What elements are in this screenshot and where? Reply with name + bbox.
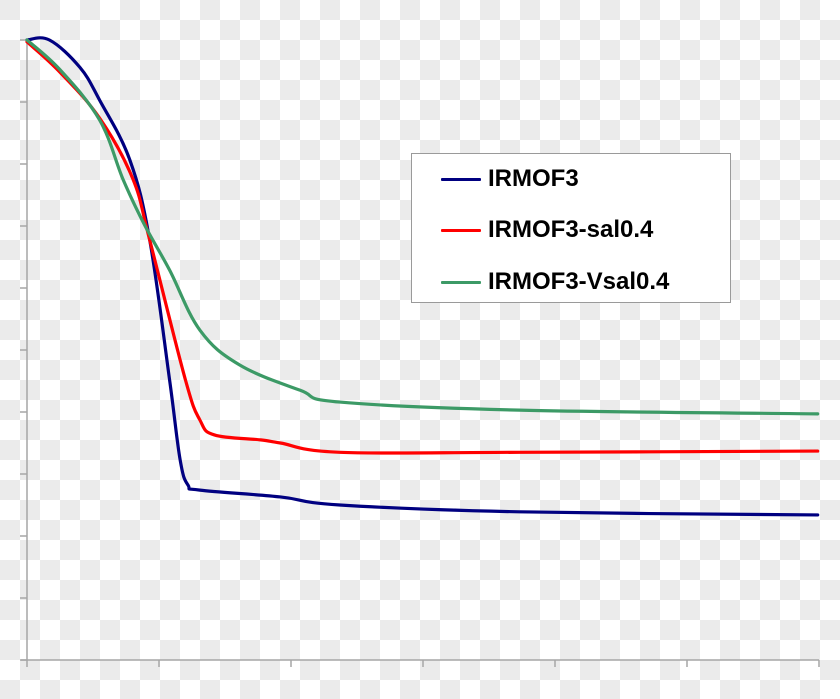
legend-swatch-irmof3 — [441, 177, 481, 181]
series-line-irmof3-sal0-4 — [25, 40, 820, 455]
legend-item-irmof3-vsal: IRMOF3-Vsal0.4 — [441, 267, 669, 297]
axes — [20, 39, 820, 667]
legend-label: IRMOF3-sal0.4 — [488, 216, 654, 243]
legend-item-irmof3: IRMOF3 — [441, 164, 579, 194]
legend-label: IRMOF3 — [488, 165, 579, 192]
series-layer — [25, 36, 820, 517]
legend-label: IRMOF3-Vsal0.4 — [488, 268, 670, 295]
legend-swatch-irmof3-vsal — [441, 280, 481, 284]
series-line-irmof3-vsal0-4 — [25, 38, 820, 416]
chart-legend: IRMOF3 IRMOF3-sal0.4 IRMOF3-Vsal0.4 — [411, 153, 731, 303]
legend-swatch-irmof3-sal — [441, 228, 481, 232]
series-line-irmof3 — [25, 36, 820, 517]
legend-item-irmof3-sal: IRMOF3-sal0.4 — [441, 215, 653, 245]
